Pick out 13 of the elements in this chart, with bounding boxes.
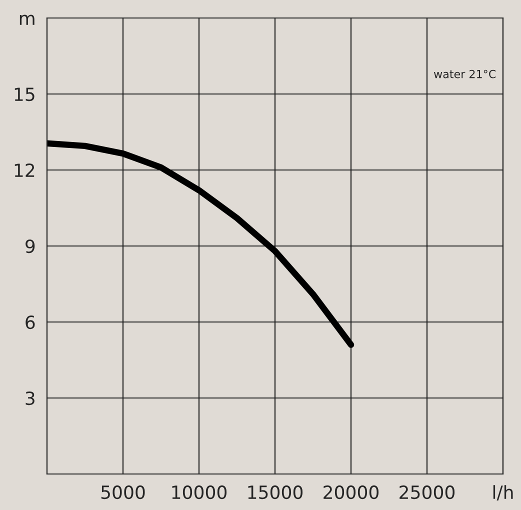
y-tick-label: 9 — [26, 239, 35, 254]
x-tick-label: 15000 — [248, 485, 303, 500]
y-tick-label: 3 — [26, 391, 34, 406]
x-tick-label: 10000 — [172, 485, 227, 500]
annotation: water 21°C — [434, 70, 496, 78]
y-tick-label: 12 — [14, 163, 34, 177]
y-tick-label: 6 — [26, 315, 35, 330]
x-tick-label: l/h — [493, 485, 513, 501]
y-tick-label: 15 — [14, 88, 34, 102]
x-tick-label: 20000 — [324, 485, 379, 500]
x-tick-label: 5000 — [101, 485, 145, 500]
y-tick-label: m — [20, 14, 34, 25]
x-tick-label: 25000 — [400, 485, 455, 500]
